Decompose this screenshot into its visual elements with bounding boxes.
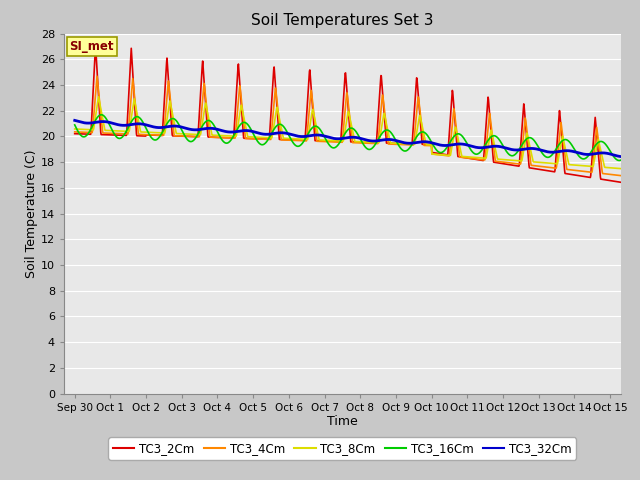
TC3_16Cm (615, 157, 623, 163)
TC3_2Cm (490, 159, 497, 165)
Legend: TC3_2Cm, TC3_4Cm, TC3_8Cm, TC3_16Cm, TC3_32Cm: TC3_2Cm, TC3_4Cm, TC3_8Cm, TC3_16Cm, TC3… (108, 437, 577, 460)
TC3_16Cm (171, 116, 179, 122)
TC3_4Cm (490, 144, 497, 149)
TC3_16Cm (71, 122, 79, 128)
Text: SI_met: SI_met (70, 40, 114, 53)
TC3_16Cm (181, 133, 189, 139)
TC3_8Cm (490, 138, 497, 144)
TC3_8Cm (624, 166, 632, 172)
TC3_4Cm (624, 172, 632, 178)
TC3_32Cm (551, 149, 559, 155)
TC3_2Cm (92, 42, 99, 48)
TC3_8Cm (551, 161, 559, 167)
TC3_16Cm (281, 125, 289, 131)
TC3_2Cm (622, 180, 630, 186)
Line: TC3_8Cm: TC3_8Cm (75, 97, 628, 169)
TC3_32Cm (170, 123, 178, 129)
TC3_4Cm (281, 137, 289, 143)
TC3_8Cm (281, 135, 289, 141)
TC3_32Cm (490, 144, 497, 149)
TC3_16Cm (551, 148, 559, 154)
TC3_16Cm (624, 149, 632, 155)
TC3_32Cm (71, 118, 79, 123)
Line: TC3_32Cm: TC3_32Cm (75, 120, 628, 156)
TC3_4Cm (624, 173, 632, 179)
TC3_4Cm (93, 73, 101, 79)
Y-axis label: Soil Temperature (C): Soil Temperature (C) (25, 149, 38, 278)
TC3_16Cm (231, 131, 239, 137)
TC3_2Cm (551, 167, 559, 173)
TC3_2Cm (71, 131, 79, 137)
TC3_8Cm (181, 131, 189, 137)
TC3_32Cm (281, 130, 289, 136)
X-axis label: Time: Time (327, 415, 358, 429)
TC3_4Cm (231, 135, 239, 141)
TC3_8Cm (95, 94, 102, 100)
TC3_32Cm (230, 129, 238, 135)
Line: TC3_4Cm: TC3_4Cm (75, 76, 628, 176)
TC3_4Cm (71, 129, 79, 135)
TC3_4Cm (551, 165, 559, 171)
TC3_8Cm (71, 126, 79, 132)
TC3_2Cm (624, 159, 632, 165)
TC3_8Cm (171, 121, 179, 127)
TC3_2Cm (171, 133, 179, 139)
TC3_32Cm (624, 154, 632, 159)
TC3_2Cm (281, 137, 289, 143)
TC3_4Cm (181, 133, 189, 139)
TC3_32Cm (620, 154, 627, 159)
TC3_16Cm (490, 133, 497, 139)
TC3_16Cm (98, 112, 106, 118)
TC3_4Cm (171, 133, 179, 139)
Title: Soil Temperatures Set 3: Soil Temperatures Set 3 (251, 13, 434, 28)
TC3_2Cm (231, 118, 239, 124)
Line: TC3_2Cm: TC3_2Cm (75, 45, 628, 183)
Line: TC3_16Cm: TC3_16Cm (75, 115, 628, 160)
TC3_2Cm (181, 133, 189, 139)
TC3_8Cm (231, 133, 239, 139)
TC3_32Cm (180, 125, 188, 131)
